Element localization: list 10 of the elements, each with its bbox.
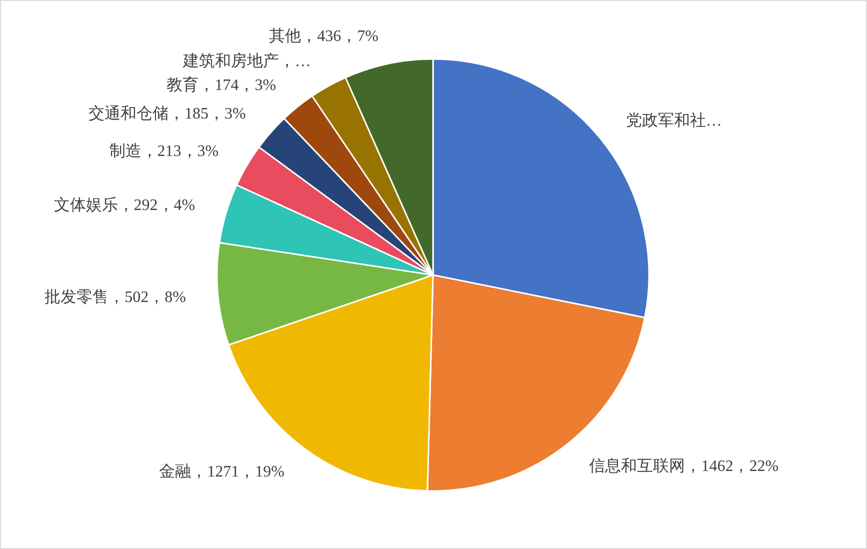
slice-label: 文体娱乐，292，4% [54, 196, 196, 214]
slice-label: 制造，213，3% [109, 142, 219, 160]
slice-label: 批发零售，502，8% [44, 288, 186, 306]
slice-label: 信息和互联网，1462，22% [589, 456, 779, 475]
slice-label: 其他，436，7% [269, 27, 378, 46]
slice-label: 教育，174，3% [166, 76, 276, 94]
slice-label: 金融，1271，19% [159, 462, 284, 481]
slice-label: 建筑和房地产，… [182, 52, 311, 70]
slice-label: 党政军和社… [626, 111, 722, 130]
slice-label: 交通和仓储，185，3% [88, 104, 246, 123]
